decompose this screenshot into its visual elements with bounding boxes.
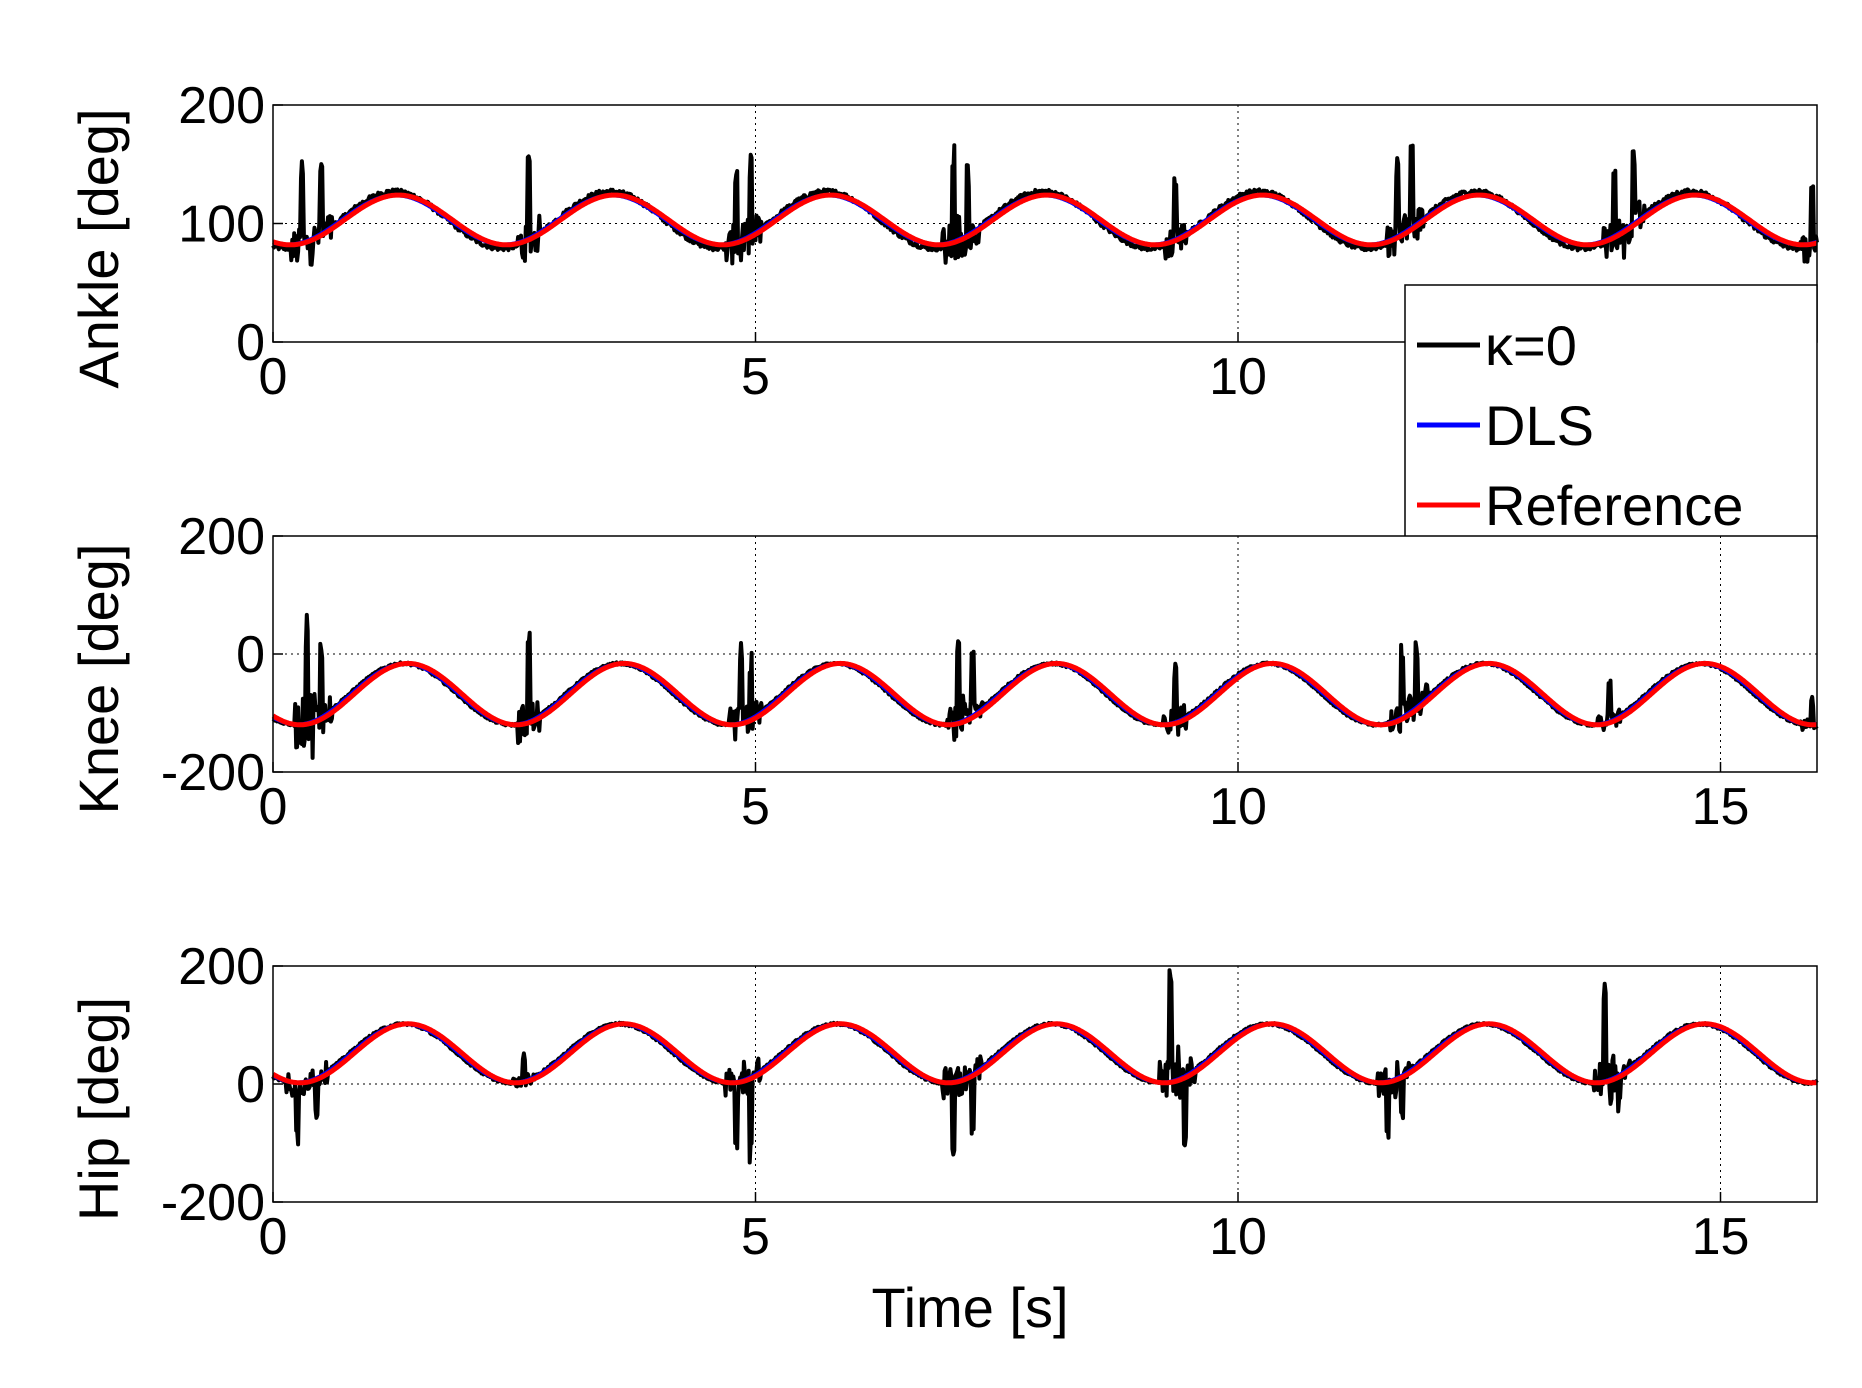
- legend-label: κ=0: [1485, 314, 1577, 377]
- hip-ylabel: Hip [deg]: [67, 997, 130, 1221]
- ankle-ytick-label: 100: [178, 196, 265, 254]
- knee-xtick-label: 0: [259, 778, 288, 836]
- knee-ytick-label: 200: [178, 508, 265, 566]
- hip-xtick-label: 15: [1692, 1208, 1750, 1266]
- knee-xtick-label: 10: [1209, 778, 1267, 836]
- knee-xtick-label: 5: [741, 778, 770, 836]
- ankle-series-kappa0-line: [271, 143, 1819, 267]
- ankle-xtick-label: 5: [741, 348, 770, 406]
- knee-plot-area: [273, 536, 1817, 772]
- hip-xtick-label: 0: [259, 1208, 288, 1266]
- legend: κ=0 DLS Reference: [1404, 284, 1818, 539]
- ankle-series-reference-line: [271, 192, 1819, 248]
- ankle-xtick-label: 10: [1209, 348, 1267, 406]
- hip-xlabel: Time [s]: [871, 1276, 1068, 1339]
- knee-series-reference-line: [271, 660, 1819, 728]
- ankle-ytick-label: 200: [178, 77, 265, 135]
- ankle-xtick-label: 0: [259, 348, 288, 406]
- hip-xtick-label: 5: [741, 1208, 770, 1266]
- knee-ytick-label: -200: [161, 744, 265, 802]
- hip-series-reference-line: [271, 1021, 1819, 1086]
- legend-label: Reference: [1485, 474, 1743, 537]
- knee-ytick-label: 0: [236, 626, 265, 684]
- ankle-ylabel: Ankle [deg]: [67, 108, 130, 388]
- legend-box: [1404, 284, 1818, 539]
- hip-xtick-label: 10: [1209, 1208, 1267, 1266]
- hip-ytick-label: 200: [178, 938, 265, 996]
- hip-ytick-label: 0: [236, 1056, 265, 1114]
- knee-ylabel: Knee [deg]: [67, 544, 130, 815]
- hip-ytick-label: -200: [161, 1174, 265, 1232]
- ankle-ytick-label: 0: [236, 314, 265, 372]
- knee-xtick-label: 15: [1692, 778, 1750, 836]
- legend-label: DLS: [1485, 394, 1594, 457]
